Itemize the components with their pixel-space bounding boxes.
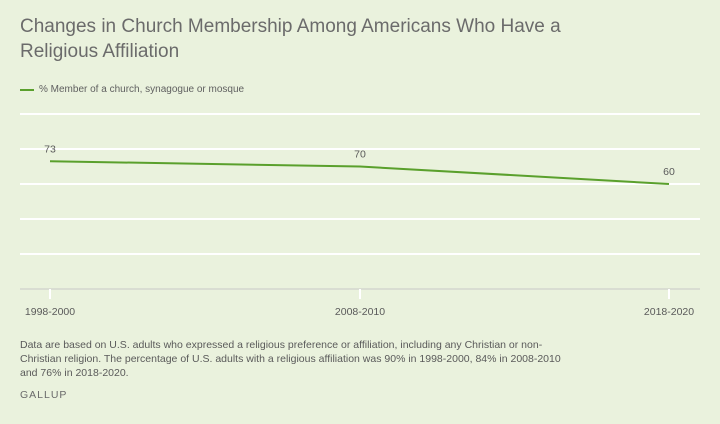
chart-title: Changes in Church Membership Among Ameri… [20,16,561,62]
gridlines [20,113,700,255]
data-label: 70 [354,149,366,161]
legend: % Member of a church, synagogue or mosqu… [20,84,244,95]
x-axis: 1998-2000 2008-2010 2018-2020 [20,288,700,318]
legend-label: % Member of a church, synagogue or mosqu… [39,84,245,95]
data-label: 73 [44,143,56,155]
line-chart: 1998-2000 2008-2010 2018-2020 73 70 60 [20,113,700,318]
legend-swatch [20,88,34,91]
series-line [49,160,670,185]
x-tick-label: 1998-2000 [25,306,75,318]
footnote: Data are based on U.S. adults who expres… [20,339,561,379]
data-label: 60 [663,166,675,178]
x-tick-label: 2018-2020 [644,306,694,318]
gallup-logo: GALLUP [20,389,68,401]
series-lines [49,160,670,185]
x-tick-label: 2008-2010 [335,306,385,318]
data-labels: 73 70 60 [44,143,675,178]
